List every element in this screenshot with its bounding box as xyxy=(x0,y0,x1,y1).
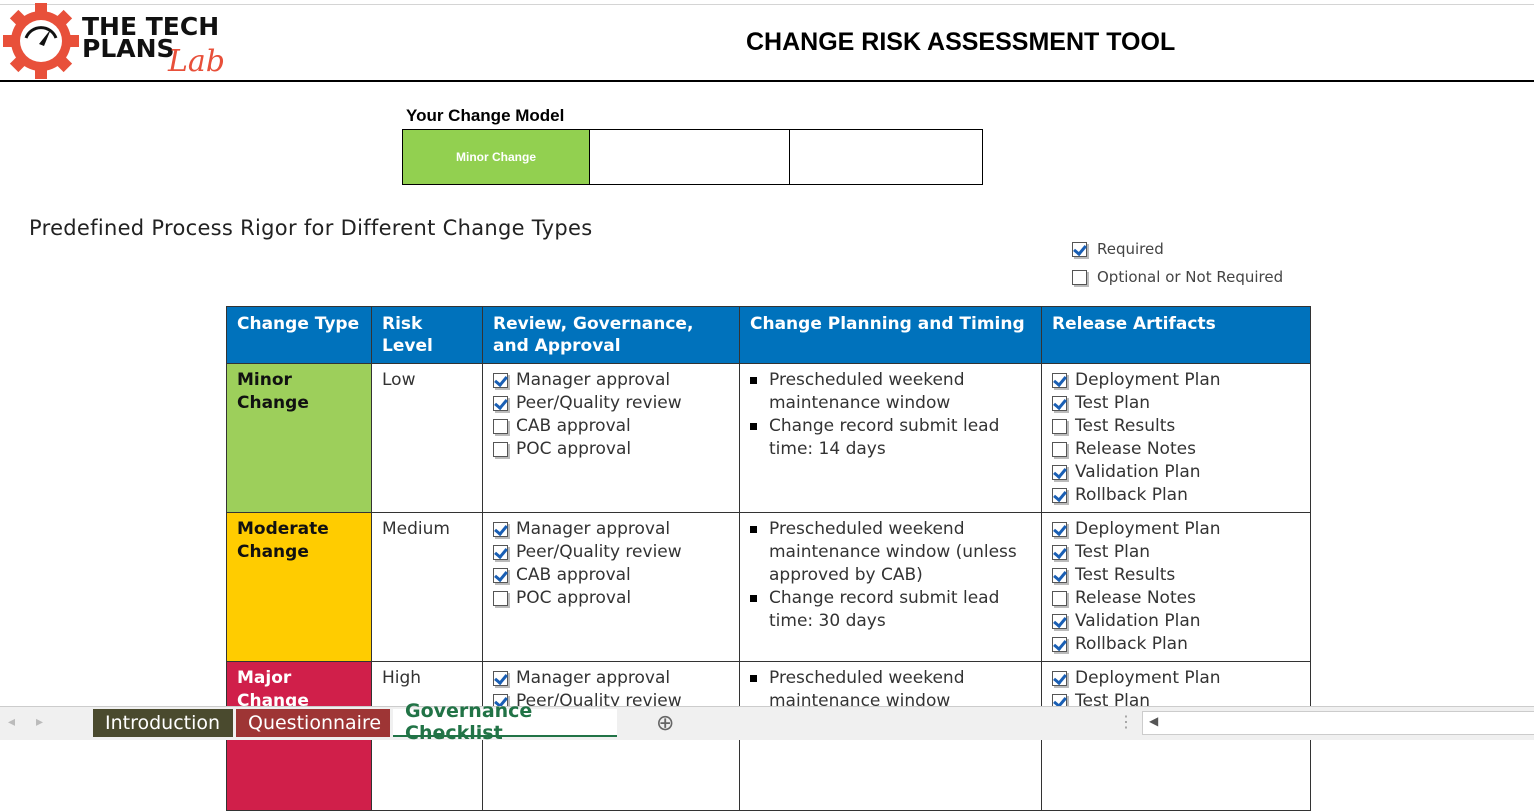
legend-optional: Optional or Not Required xyxy=(1072,268,1283,286)
sheet-tab-bar: ◂ ▸ Introduction Questionnaire Governance … xyxy=(0,700,1534,744)
checklist-item: Peer/Quality review xyxy=(493,541,729,564)
column-header: Review, Governance, and Approval xyxy=(482,306,740,364)
checklist-item: Deployment Plan xyxy=(1052,667,1300,690)
bullet-item: Change record submit lead time: 30 days xyxy=(750,587,1031,633)
column-gridlines xyxy=(0,0,1534,5)
scroll-left-icon[interactable]: ◂ xyxy=(8,713,16,729)
unchecked-box-icon xyxy=(1052,419,1067,434)
checklist-item: Release Notes xyxy=(1052,438,1300,461)
unchecked-box-icon xyxy=(1052,591,1067,606)
change-model-cell[interactable]: Minor Change xyxy=(402,129,590,185)
checked-box-icon xyxy=(493,568,508,583)
checklist-item: POC approval xyxy=(493,587,729,610)
checklist-item: Validation Plan xyxy=(1052,461,1300,484)
artifacts-cell: Deployment Plan Test Plan Test Results Rele… xyxy=(1041,512,1311,662)
logo-script: Lab xyxy=(168,44,226,79)
page-title: CHANGE RISK ASSESSMENT TOOL xyxy=(746,28,1176,56)
change-type-cell: Moderate Change xyxy=(226,512,372,662)
checklist-item: POC approval xyxy=(493,438,729,461)
checklist-item: Manager approval xyxy=(493,667,729,690)
split-handle[interactable]: ⋮ xyxy=(1118,714,1134,731)
checked-box-icon xyxy=(1052,545,1067,560)
scroll-right-icon[interactable]: ▸ xyxy=(36,713,44,729)
column-header: Risk Level xyxy=(371,306,483,364)
checklist-item: Peer/Quality review xyxy=(493,392,729,415)
logo: THE TECH PLANS Lab xyxy=(2,2,232,79)
checked-box-icon xyxy=(493,522,508,537)
checked-box-icon xyxy=(493,671,508,686)
checklist-item: Test Results xyxy=(1052,564,1300,587)
checklist-item: CAB approval xyxy=(493,415,729,438)
unchecked-box-icon xyxy=(1052,442,1067,457)
change-model-cell-empty[interactable] xyxy=(589,129,790,185)
checklist-item: Deployment Plan xyxy=(1052,369,1300,392)
checked-box-icon xyxy=(493,396,508,411)
checklist-item: Rollback Plan xyxy=(1052,633,1300,656)
checked-box-icon xyxy=(1052,671,1067,686)
table-row: Minor Change Low Manager approval Peer/Qu… xyxy=(226,363,1311,513)
review-cell: Manager approval Peer/Quality review CAB a… xyxy=(482,512,740,662)
unchecked-box-icon xyxy=(493,442,508,457)
planning-cell: Prescheduled weekend maintenance window … xyxy=(739,512,1042,662)
sheet-tab[interactable]: Governance Checklist xyxy=(393,700,617,744)
checklist-item: Test Plan xyxy=(1052,392,1300,415)
planning-cell: Prescheduled weekend maintenance window C… xyxy=(739,363,1042,513)
column-header: Change Planning and Timing xyxy=(739,306,1042,364)
add-sheet-icon[interactable]: ⊕ xyxy=(656,710,675,735)
checked-box-icon xyxy=(1052,568,1067,583)
gear-icon xyxy=(3,3,79,79)
checked-box-icon xyxy=(1052,637,1067,652)
logo-text: THE TECH PLANS xyxy=(82,12,220,63)
sheet-tab[interactable]: Questionnaire xyxy=(236,709,390,737)
sheet-tab[interactable]: Introduction xyxy=(93,709,233,737)
checklist-item: Manager approval xyxy=(493,369,729,392)
checked-box-icon xyxy=(1052,373,1067,388)
legend-required: Required xyxy=(1072,240,1164,258)
change-type-cell: Minor Change xyxy=(226,363,372,513)
checked-box-icon xyxy=(1072,241,1087,257)
horizontal-scrollbar[interactable]: ◀ xyxy=(1142,711,1534,735)
table-row: Moderate Change Medium Manager approval P… xyxy=(226,512,1311,662)
column-header: Change Type xyxy=(226,306,372,364)
unchecked-box-icon xyxy=(1072,269,1087,285)
risk-level-cell: Medium xyxy=(371,512,483,662)
checklist-item: Rollback Plan xyxy=(1052,484,1300,507)
checked-box-icon xyxy=(493,545,508,560)
risk-level-cell: Low xyxy=(371,363,483,513)
checked-box-icon xyxy=(1052,465,1067,480)
section-title: Predefined Process Rigor for Different C… xyxy=(29,216,593,240)
bullet-item: Prescheduled weekend maintenance window … xyxy=(750,518,1031,587)
rigor-table: Change Type Risk Level Review, Governance,… xyxy=(226,306,1311,811)
bullet-item: Change record submit lead time: 14 days xyxy=(750,415,1031,461)
bullet-item: Prescheduled weekend maintenance window xyxy=(750,369,1031,415)
checklist-item: Manager approval xyxy=(493,518,729,541)
checked-box-icon xyxy=(1052,488,1067,503)
change-model-label: Your Change Model xyxy=(406,106,565,125)
checklist-item: Release Notes xyxy=(1052,587,1300,610)
review-cell: Manager approval Peer/Quality review CAB a… xyxy=(482,363,740,513)
checked-box-icon xyxy=(1052,522,1067,537)
artifacts-cell: Deployment Plan Test Plan Test Results Rele… xyxy=(1041,363,1311,513)
checked-box-icon xyxy=(1052,614,1067,629)
checklist-item: Deployment Plan xyxy=(1052,518,1300,541)
divider xyxy=(0,80,1534,82)
checklist-item: Test Plan xyxy=(1052,541,1300,564)
checklist-item: Validation Plan xyxy=(1052,610,1300,633)
column-header: Release Artifacts xyxy=(1041,306,1311,364)
checklist-item: CAB approval xyxy=(493,564,729,587)
unchecked-box-icon xyxy=(493,419,508,434)
unchecked-box-icon xyxy=(493,591,508,606)
checked-box-icon xyxy=(1052,396,1067,411)
change-model-cell-empty[interactable] xyxy=(789,129,983,185)
checked-box-icon xyxy=(493,373,508,388)
checklist-item: Test Results xyxy=(1052,415,1300,438)
